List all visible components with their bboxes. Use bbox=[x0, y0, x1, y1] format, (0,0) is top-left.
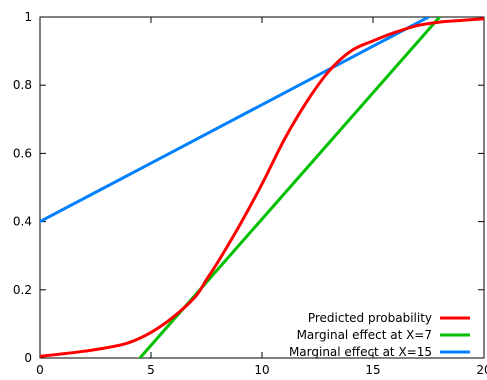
axis-ticks bbox=[39, 16, 485, 359]
plot-area bbox=[40, 17, 484, 358]
x-tick-label: 20 bbox=[476, 363, 487, 377]
legend: Predicted probability Marginal effect at … bbox=[289, 311, 470, 359]
legend-label-1: Marginal effect at X=7 bbox=[297, 328, 432, 342]
series-line-0 bbox=[40, 17, 484, 358]
series-line-2 bbox=[40, 17, 430, 224]
y-tick-label: 0.8 bbox=[13, 78, 32, 92]
y-tick-label: 0 bbox=[24, 351, 32, 365]
y-tick-label: 0.4 bbox=[13, 215, 32, 229]
y-tick-label: 1 bbox=[24, 10, 32, 24]
x-tick-label: 0 bbox=[36, 363, 44, 377]
x-tick-label: 15 bbox=[365, 363, 380, 377]
y-tick-label: 0.6 bbox=[13, 146, 32, 160]
legend-label-2: Marginal effect at X=15 bbox=[289, 345, 432, 359]
axis-tick-labels: 0 5 10 15 20 0 0.2 0.4 0.6 0.8 1 bbox=[13, 10, 487, 377]
y-tick-label: 0.2 bbox=[13, 283, 32, 297]
x-tick-label: 5 bbox=[147, 363, 155, 377]
legend-label-0: Predicted probability bbox=[308, 311, 432, 325]
x-tick-label: 10 bbox=[254, 363, 269, 377]
